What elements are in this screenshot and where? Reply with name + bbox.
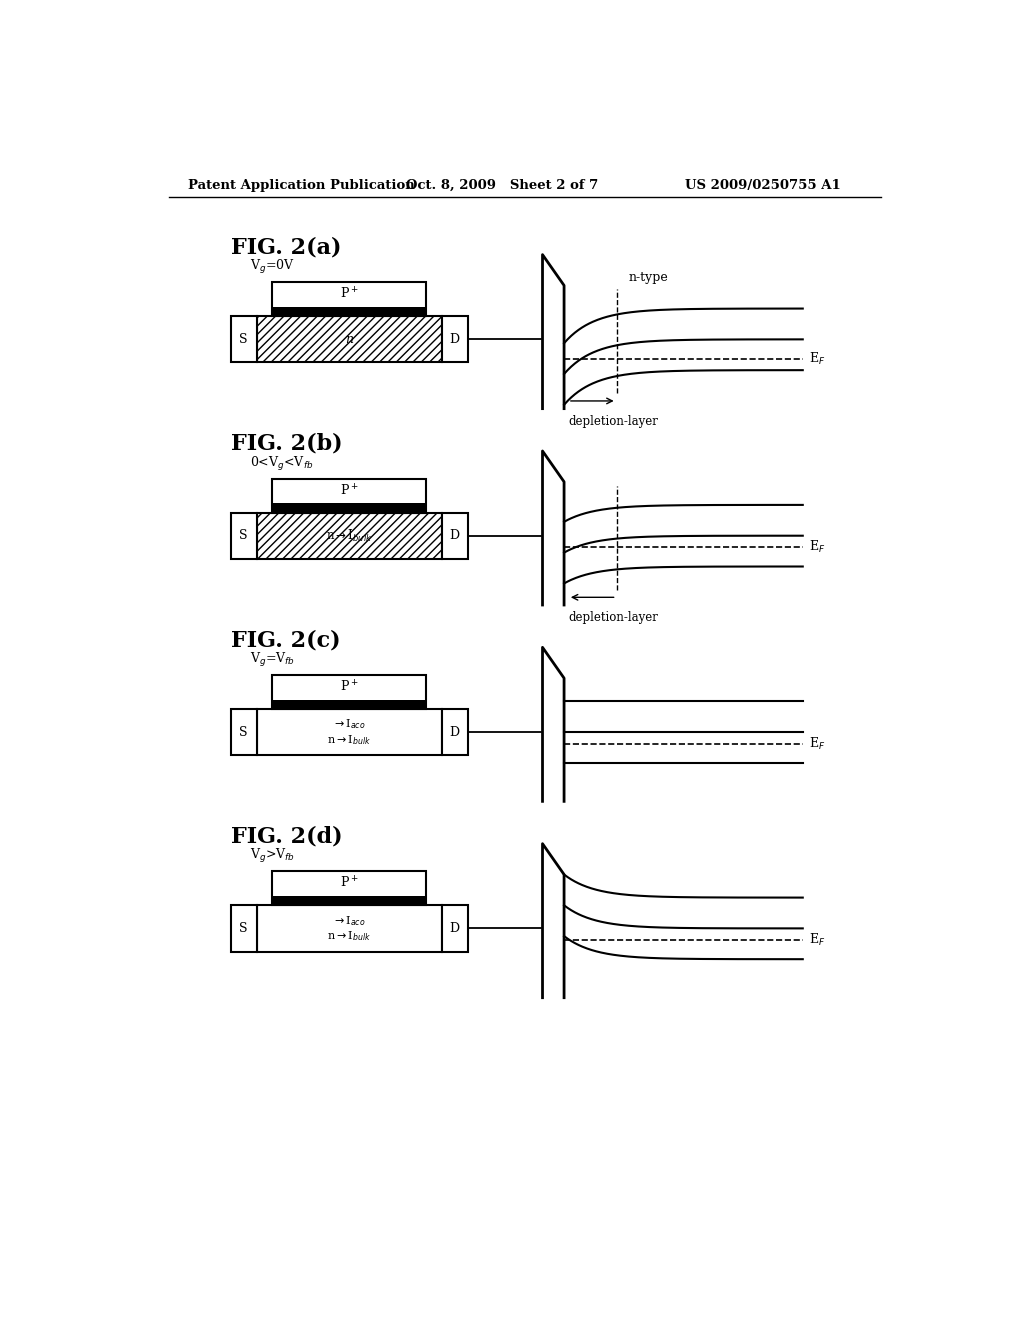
Bar xyxy=(272,896,426,906)
Bar xyxy=(272,700,426,709)
Text: US 2009/0250755 A1: US 2009/0250755 A1 xyxy=(685,178,841,191)
Text: n-type: n-type xyxy=(628,271,668,284)
Bar xyxy=(257,512,441,558)
Polygon shape xyxy=(543,255,564,409)
Bar xyxy=(272,871,426,906)
Text: S: S xyxy=(240,333,248,346)
Text: D: D xyxy=(450,921,460,935)
Text: $\rightarrow$I$_{aco}$: $\rightarrow$I$_{aco}$ xyxy=(333,913,366,928)
Polygon shape xyxy=(543,843,564,998)
Text: D: D xyxy=(450,726,460,739)
Text: S: S xyxy=(240,921,248,935)
Bar xyxy=(441,512,468,558)
Bar xyxy=(230,906,257,952)
Bar xyxy=(257,317,441,363)
Text: V$_g$>V$_{fb}$: V$_g$>V$_{fb}$ xyxy=(250,847,295,866)
Bar xyxy=(272,308,426,317)
Text: FIG. 2(d): FIG. 2(d) xyxy=(230,825,342,847)
Text: P$^+$: P$^+$ xyxy=(340,286,358,302)
Text: n: n xyxy=(345,333,353,346)
Text: n$\rightarrow$I$_{bulk}$: n$\rightarrow$I$_{bulk}$ xyxy=(328,733,372,747)
Bar xyxy=(272,282,426,317)
Text: P$^+$: P$^+$ xyxy=(340,483,358,498)
Text: FIG. 2(a): FIG. 2(a) xyxy=(230,236,341,259)
Text: Patent Application Publication: Patent Application Publication xyxy=(188,178,415,191)
Text: E$_F$: E$_F$ xyxy=(809,932,825,948)
Polygon shape xyxy=(543,647,564,801)
Text: 0<V$_g$<V$_{fb}$: 0<V$_g$<V$_{fb}$ xyxy=(250,454,313,473)
Text: depletion-layer: depletion-layer xyxy=(568,611,657,624)
Bar xyxy=(257,512,441,558)
Bar xyxy=(230,512,257,558)
Text: Oct. 8, 2009   Sheet 2 of 7: Oct. 8, 2009 Sheet 2 of 7 xyxy=(407,178,598,191)
Bar xyxy=(441,906,468,952)
Text: D: D xyxy=(450,333,460,346)
Text: FIG. 2(c): FIG. 2(c) xyxy=(230,630,340,651)
Text: E$_F$: E$_F$ xyxy=(809,351,825,367)
Bar xyxy=(441,317,468,363)
Text: n$\rightarrow$I$_{bulk}$: n$\rightarrow$I$_{bulk}$ xyxy=(326,528,373,544)
Text: S: S xyxy=(240,529,248,543)
Text: n$\rightarrow$I$_{bulk}$: n$\rightarrow$I$_{bulk}$ xyxy=(328,929,372,942)
Text: P$^+$: P$^+$ xyxy=(340,680,358,694)
Text: D: D xyxy=(450,529,460,543)
Text: $\rightarrow$I$_{aco}$: $\rightarrow$I$_{aco}$ xyxy=(333,718,366,731)
Bar xyxy=(272,675,426,709)
Bar xyxy=(257,317,441,363)
Text: depletion-layer: depletion-layer xyxy=(568,414,657,428)
Text: E$_F$: E$_F$ xyxy=(809,735,825,751)
Text: S: S xyxy=(240,726,248,739)
Text: E$_F$: E$_F$ xyxy=(809,539,825,556)
Bar xyxy=(272,503,426,512)
Bar xyxy=(257,709,441,755)
Text: V$_g$=V$_{fb}$: V$_g$=V$_{fb}$ xyxy=(250,651,295,669)
Text: FIG. 2(b): FIG. 2(b) xyxy=(230,433,342,455)
Polygon shape xyxy=(543,451,564,605)
Bar xyxy=(257,906,441,952)
Bar xyxy=(272,479,426,512)
Text: P$^+$: P$^+$ xyxy=(340,875,358,891)
Bar xyxy=(441,709,468,755)
Bar xyxy=(230,317,257,363)
Bar xyxy=(230,709,257,755)
Text: V$_g$=0V: V$_g$=0V xyxy=(250,259,295,276)
